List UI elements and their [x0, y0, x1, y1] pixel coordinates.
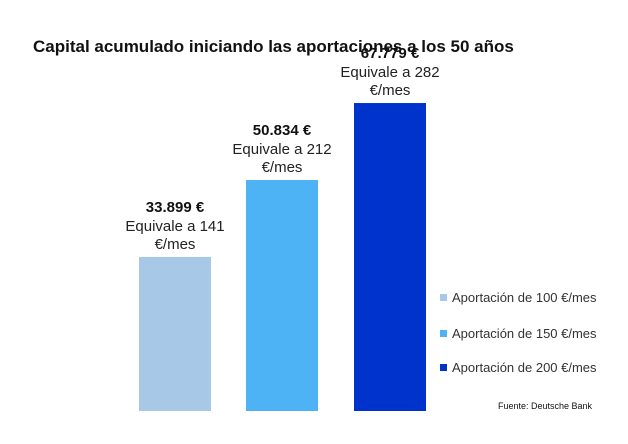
legend-label-2: Aportación de 150 €/mes — [452, 326, 597, 341]
equivalence-label-1: Equivale a 141 — [125, 218, 224, 235]
legend-swatch-2 — [440, 330, 447, 337]
equivalence-unit-2: €/mes — [262, 159, 303, 176]
bar-2 — [246, 180, 318, 411]
legend-label-3: Aportación de 200 €/mes — [452, 360, 597, 375]
legend-swatch-3 — [440, 364, 447, 371]
legend-swatch-1 — [440, 294, 447, 301]
equivalence-unit-1: €/mes — [155, 236, 196, 253]
data-label-1: 33.899 € — [146, 199, 205, 216]
chart-title: Capital acumulado iniciando las aportaci… — [33, 37, 514, 56]
equivalence-unit-3: €/mes — [370, 82, 411, 99]
legend-label-1: Aportación de 100 €/mes — [452, 290, 597, 305]
data-label-3: 67.779 € — [361, 45, 420, 62]
source-note: Fuente: Deutsche Bank — [498, 401, 593, 411]
bar-1 — [139, 256, 211, 411]
data-label-2: 50.834 € — [253, 122, 312, 139]
bar-3 — [354, 103, 426, 411]
equivalence-label-3: Equivale a 282 — [340, 64, 439, 81]
equivalence-label-2: Equivale a 212 — [232, 141, 331, 158]
